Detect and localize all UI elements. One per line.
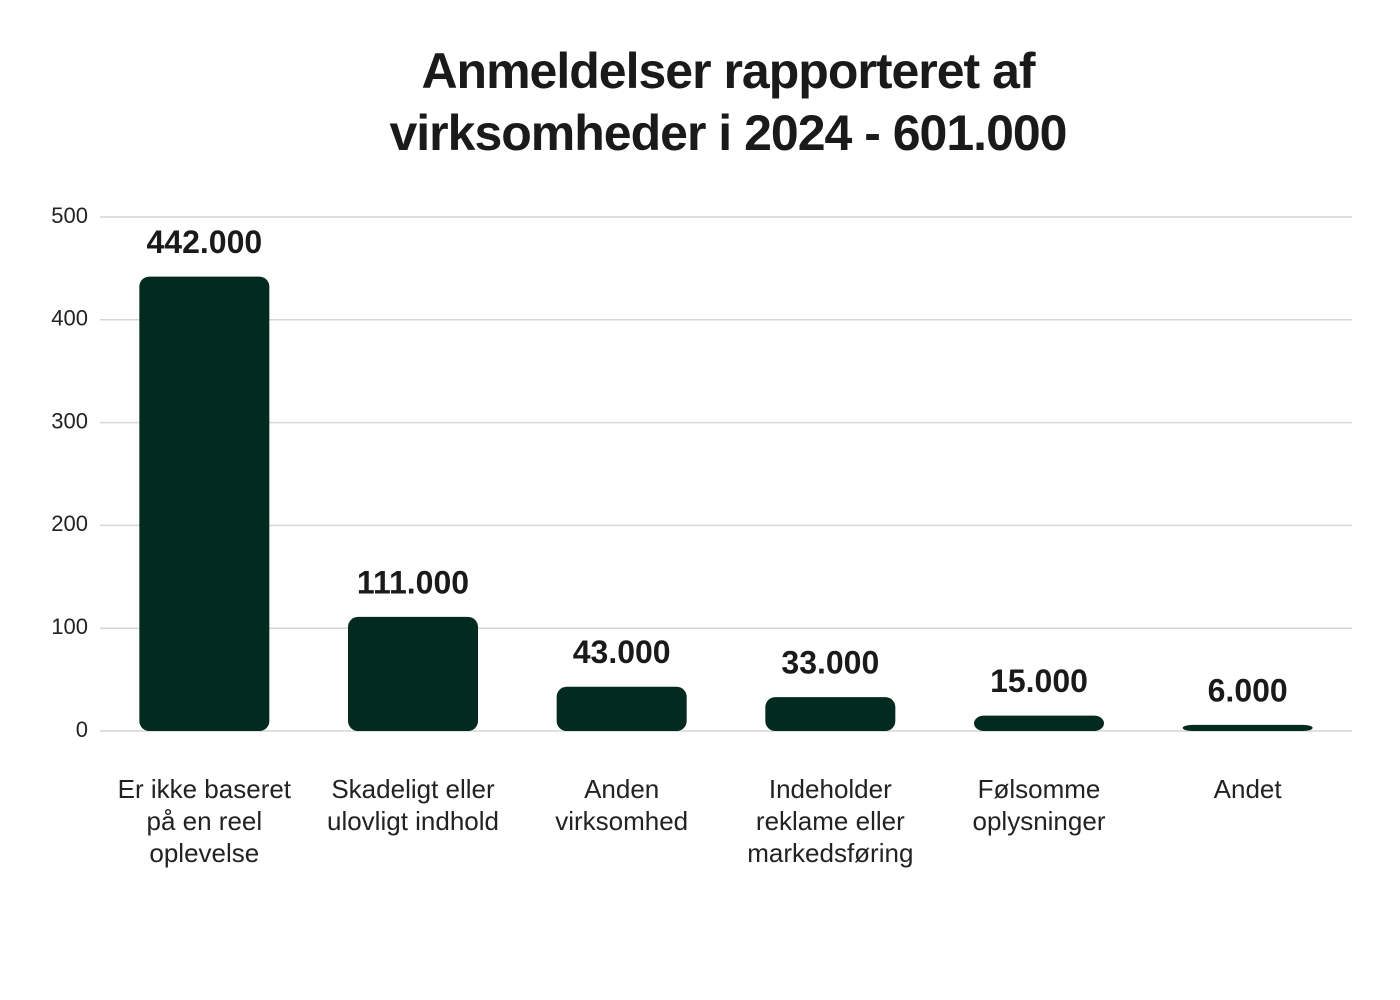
x-tick-label: Er ikke baseret på en reel oplevelse (117, 774, 292, 868)
bar (974, 715, 1104, 731)
x-tick-label: Andet (1213, 774, 1282, 804)
y-tick-label: 300 (51, 408, 88, 433)
x-tick-label: Følsomme oplysninger (972, 774, 1106, 836)
bar (556, 686, 687, 731)
bar (139, 276, 270, 731)
y-tick-label: 200 (51, 511, 88, 536)
value-label: 15.000 (990, 663, 1088, 699)
value-label: 111.000 (357, 564, 469, 600)
y-tick-label: 100 (51, 614, 88, 639)
value-label: 43.000 (573, 634, 671, 670)
x-tick-label: Anden virksomhed (555, 774, 689, 836)
chart-title: Anmeldelser rapporteret af virksomheder … (389, 43, 1067, 161)
y-tick-label: 400 (51, 306, 88, 331)
x-tick-label: Indeholder reklame eller markedsføring (747, 774, 914, 868)
bar (1182, 724, 1313, 731)
x-tick-label: Skadeligt eller ulovligt indhold (326, 774, 499, 836)
value-label: 33.000 (781, 645, 879, 681)
value-label: 6.000 (1208, 672, 1288, 708)
bar (765, 697, 896, 731)
value-label: 442.000 (146, 224, 262, 260)
y-tick-label: 500 (51, 203, 88, 228)
bar (348, 616, 478, 731)
y-tick-label: 0 (76, 717, 88, 742)
